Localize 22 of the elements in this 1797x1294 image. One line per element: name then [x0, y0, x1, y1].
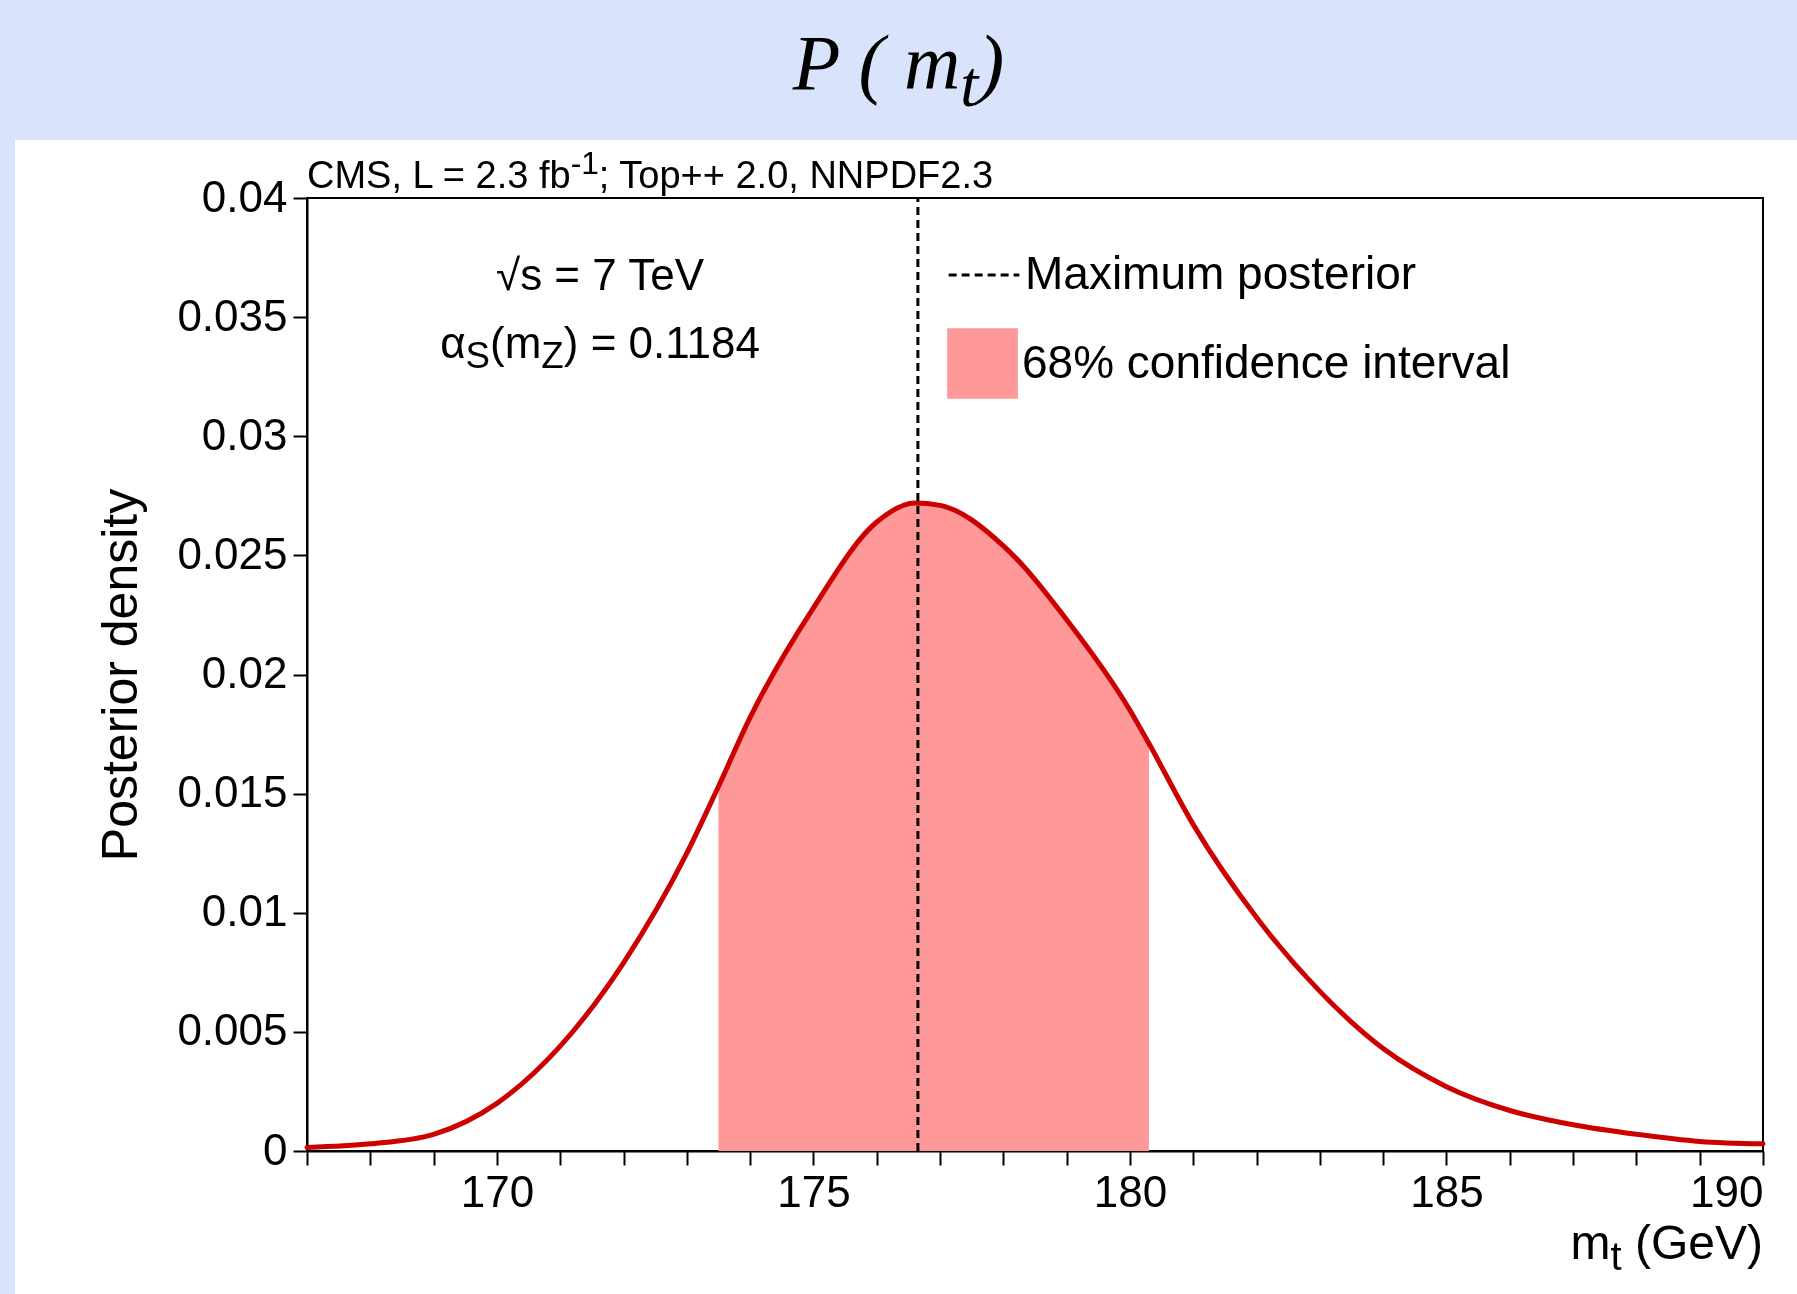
y-tick-label: 0.04 [201, 171, 288, 221]
x-tick-label: 190 [1690, 1166, 1764, 1216]
x-tick-label: 180 [1093, 1166, 1168, 1216]
x-axis-title: m$_{t}$ (GeV) [1570, 1215, 1763, 1279]
x-tick-label: 170 [460, 1166, 535, 1216]
y-tick-label: 0 [263, 1124, 288, 1174]
y-axis-title: Posterior density [92, 488, 149, 862]
y-tick-label: 0.015 [177, 767, 288, 817]
y-tick-label: 0.02 [201, 648, 288, 697]
y-tick-label: 0.005 [177, 1005, 288, 1055]
y-tick-label: 0.035 [177, 290, 288, 340]
y-tick-label: 0.01 [201, 886, 288, 936]
ref-line-label: Maximum posterior [1025, 247, 1417, 299]
chart-title: P ( m$_{t}$) [791, 18, 1006, 122]
y-tick-label: 0.025 [177, 528, 288, 578]
x-tick-label: 185 [1410, 1166, 1484, 1216]
y-tick-label: 0.03 [201, 409, 288, 459]
x-tick-label: 175 [777, 1166, 851, 1216]
annotation: √s = 7 TeV [495, 250, 705, 300]
legend-label: 68% confidence interval [1022, 335, 1511, 388]
text: CMS, L = 2.3 fb$^{-1}$; Top++ 2.0, NNPDF2.3 [307, 145, 994, 197]
annotation: α$_{S}$(m$_{Z}$) = 0.1184 [440, 318, 760, 377]
